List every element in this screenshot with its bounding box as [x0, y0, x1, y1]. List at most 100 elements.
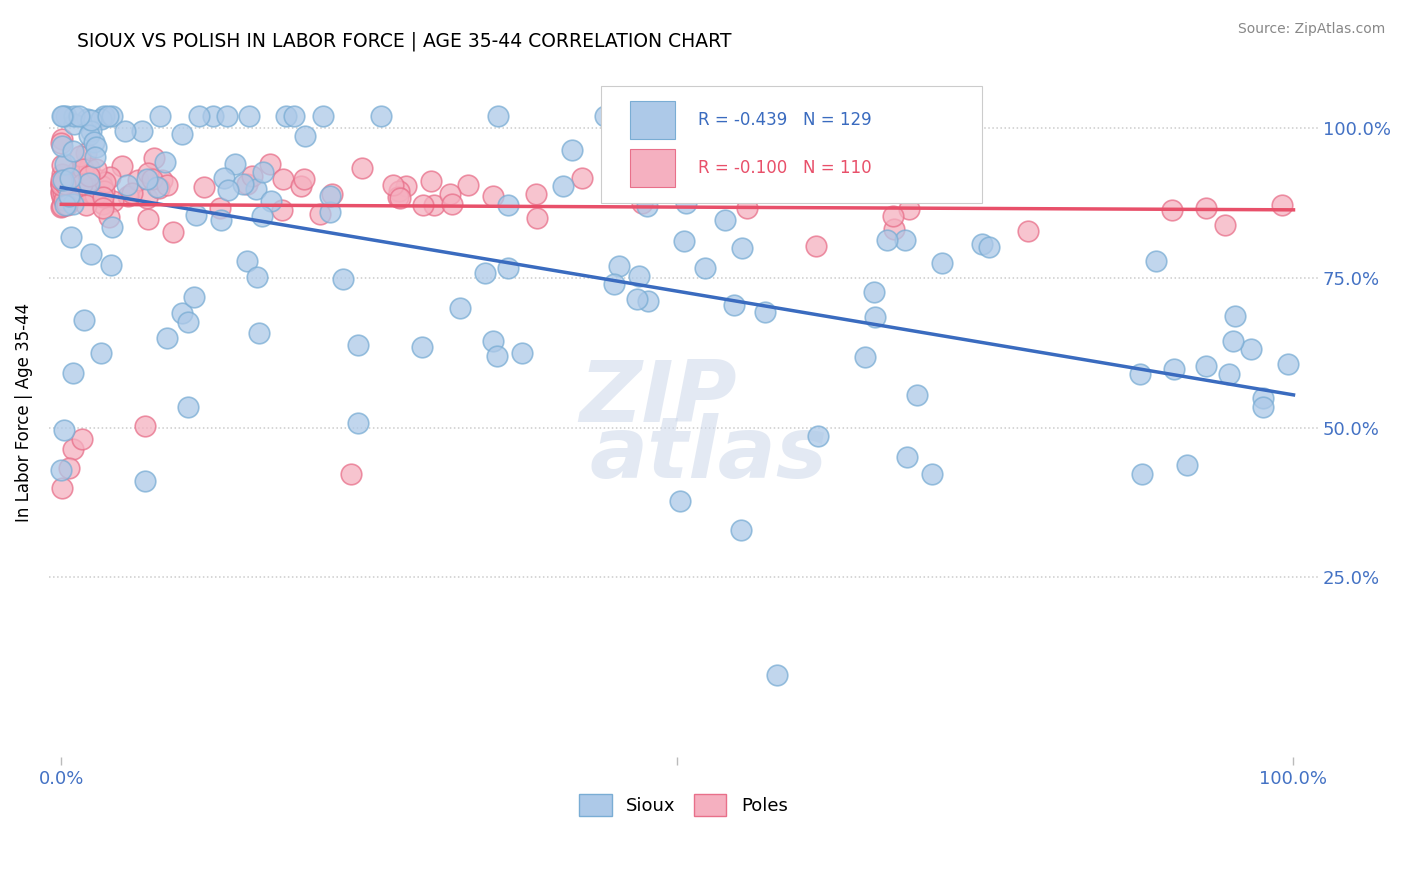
- Point: [395, 179, 418, 194]
- Point: [52, 173, 75, 187]
- Point: [347, 338, 370, 352]
- Point: [72, 162, 94, 177]
- Point: [235, 254, 257, 268]
- Point: [595, 110, 617, 124]
- Point: [60, 229, 83, 244]
- Point: [292, 172, 315, 186]
- Point: [136, 171, 159, 186]
- Point: [131, 124, 153, 138]
- Point: [863, 310, 886, 325]
- Point: [603, 277, 626, 291]
- Point: [232, 177, 254, 191]
- Point: [1130, 467, 1153, 481]
- Point: [212, 170, 235, 185]
- Point: [155, 178, 177, 192]
- Point: [136, 166, 159, 180]
- Point: [51, 176, 73, 190]
- Point: [628, 269, 651, 284]
- Point: [474, 266, 496, 280]
- Point: [807, 429, 830, 443]
- Point: [614, 177, 637, 191]
- Point: [51, 110, 73, 124]
- Point: [69, 149, 91, 163]
- Point: [482, 334, 505, 348]
- Point: [51, 186, 73, 201]
- Point: [675, 195, 697, 210]
- Point: [754, 305, 776, 319]
- Point: [82, 186, 104, 200]
- Point: [193, 180, 215, 194]
- Point: [224, 157, 246, 171]
- Point: [134, 419, 156, 434]
- Point: [91, 201, 114, 215]
- Point: [637, 294, 659, 309]
- Point: [723, 298, 745, 312]
- Point: [1175, 458, 1198, 472]
- Point: [853, 350, 876, 364]
- Point: [59, 170, 82, 185]
- Point: [571, 170, 593, 185]
- Point: [411, 340, 433, 354]
- Point: [111, 160, 134, 174]
- Point: [340, 467, 363, 481]
- Point: [90, 112, 112, 127]
- Point: [970, 236, 993, 251]
- Point: [51, 158, 73, 172]
- Point: [150, 173, 173, 187]
- Point: [77, 128, 100, 142]
- Point: [551, 178, 574, 193]
- Point: [59, 174, 82, 188]
- Point: [83, 135, 105, 149]
- Point: [352, 161, 374, 175]
- Point: [510, 346, 533, 360]
- Point: [187, 110, 209, 124]
- Point: [412, 198, 434, 212]
- Point: [51, 173, 73, 187]
- Point: [73, 313, 96, 327]
- Point: [673, 234, 696, 248]
- Point: [250, 209, 273, 223]
- FancyBboxPatch shape: [630, 101, 675, 139]
- Point: [58, 189, 80, 203]
- Point: [312, 110, 335, 124]
- Point: [51, 168, 73, 182]
- Point: [77, 176, 100, 190]
- Point: [75, 198, 97, 212]
- Point: [631, 195, 654, 210]
- Point: [1277, 358, 1299, 372]
- Point: [176, 315, 198, 329]
- Point: [184, 208, 207, 222]
- Point: [136, 212, 159, 227]
- Point: [921, 467, 943, 482]
- Point: [309, 207, 332, 221]
- Point: [1222, 334, 1244, 348]
- Point: [661, 177, 683, 191]
- Point: [217, 110, 239, 124]
- Point: [439, 186, 461, 201]
- Point: [1195, 359, 1218, 373]
- Point: [82, 177, 104, 191]
- Point: [100, 258, 122, 272]
- Point: [347, 416, 370, 430]
- Point: [58, 189, 80, 203]
- Point: [449, 301, 471, 315]
- Point: [115, 178, 138, 192]
- Point: [626, 293, 648, 307]
- Point: [283, 110, 305, 124]
- Text: R = -0.439   N = 129: R = -0.439 N = 129: [697, 112, 872, 129]
- Point: [51, 199, 73, 213]
- Point: [53, 193, 76, 207]
- Point: [388, 191, 411, 205]
- Point: [172, 306, 194, 320]
- Point: [62, 367, 84, 381]
- Point: [59, 190, 82, 204]
- Point: [100, 219, 122, 234]
- Point: [153, 154, 176, 169]
- Point: [136, 191, 159, 205]
- Point: [93, 110, 115, 124]
- Point: [894, 233, 917, 247]
- Point: [141, 172, 163, 186]
- Point: [498, 260, 520, 275]
- Point: [51, 481, 73, 495]
- Point: [524, 186, 547, 201]
